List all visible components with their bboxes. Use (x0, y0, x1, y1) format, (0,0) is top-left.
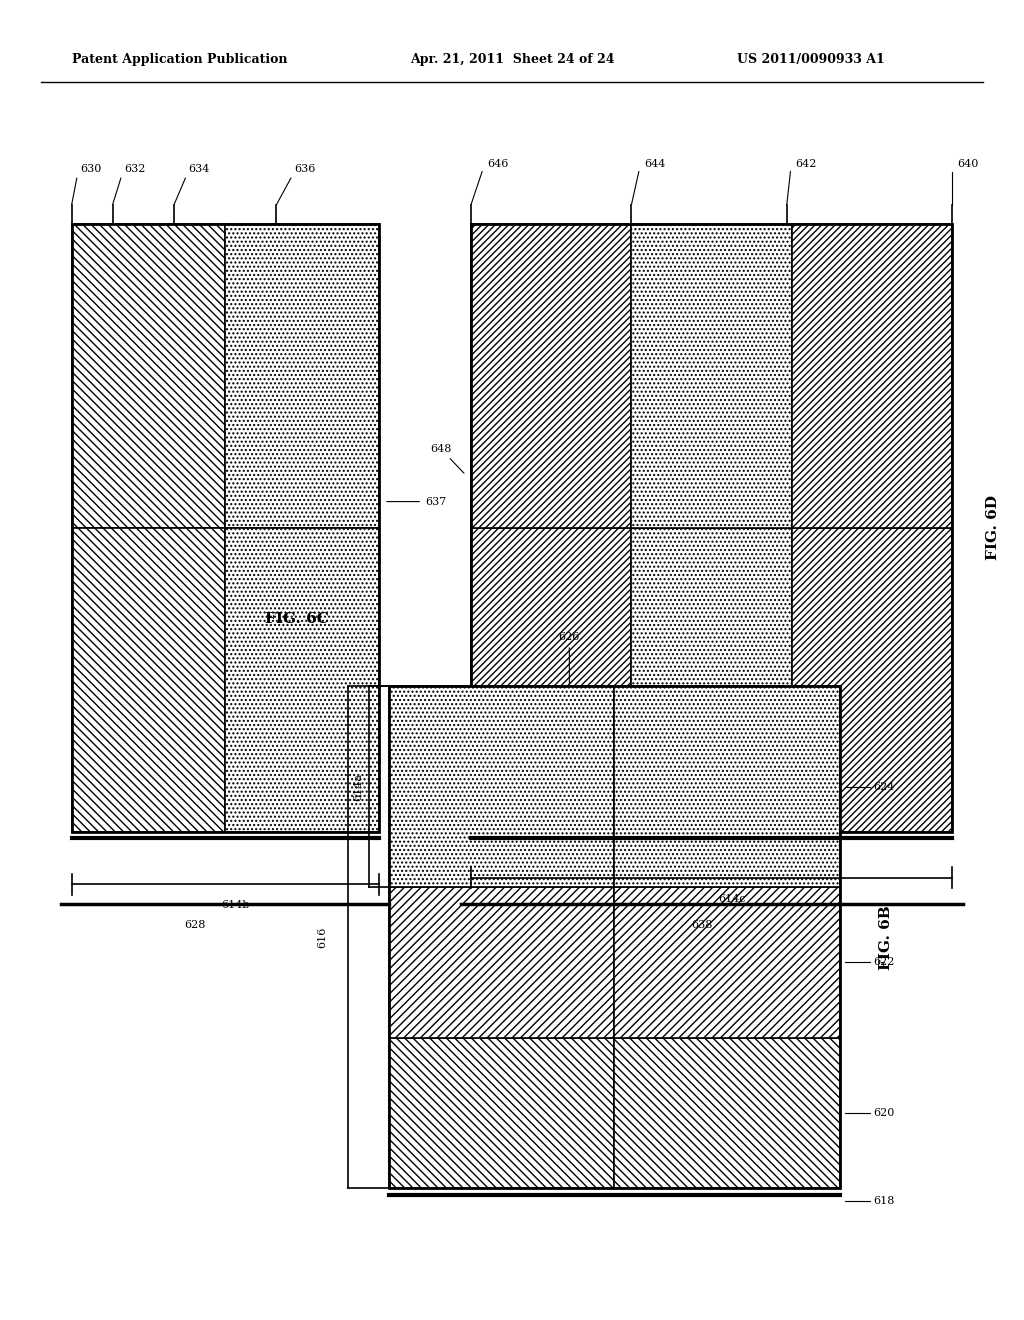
Text: 622: 622 (873, 957, 895, 968)
Text: 642: 642 (796, 158, 817, 169)
Text: Apr. 21, 2011  Sheet 24 of 24: Apr. 21, 2011 Sheet 24 of 24 (410, 53, 614, 66)
Text: US 2011/0090933 A1: US 2011/0090933 A1 (737, 53, 885, 66)
Text: 616: 616 (317, 927, 328, 948)
Text: 626: 626 (559, 632, 580, 684)
Bar (471, 528, 632, 832)
Text: Patent Application Publication: Patent Application Publication (72, 53, 287, 66)
Text: 634: 634 (188, 164, 210, 174)
Text: 632: 632 (124, 164, 145, 174)
Bar (225, 224, 379, 528)
Text: 640: 640 (957, 158, 979, 169)
Text: 644: 644 (644, 158, 666, 169)
Text: 618: 618 (873, 1196, 895, 1206)
Bar (614, 686, 840, 887)
Text: 648: 648 (430, 444, 464, 473)
Bar (389, 1038, 614, 1188)
Bar (632, 528, 792, 832)
Text: 614a: 614a (353, 772, 364, 801)
Text: 646: 646 (487, 158, 509, 169)
Bar (389, 686, 840, 1188)
Text: FIG. 6D: FIG. 6D (986, 495, 1000, 561)
Text: FIG. 6C: FIG. 6C (265, 612, 329, 626)
Bar (792, 224, 952, 528)
Bar (389, 887, 614, 1038)
Bar (632, 224, 792, 528)
Bar (471, 224, 952, 832)
Text: 628: 628 (184, 920, 205, 931)
Bar (389, 686, 614, 887)
Text: FIG. 6B: FIG. 6B (879, 904, 893, 970)
Text: 624: 624 (873, 781, 895, 792)
Text: 614b: 614b (221, 900, 250, 911)
Bar (72, 528, 225, 832)
Bar (471, 224, 632, 528)
Bar (614, 887, 840, 1038)
Bar (792, 528, 952, 832)
Bar (225, 528, 379, 832)
Text: 637: 637 (387, 496, 446, 507)
Bar (72, 224, 379, 832)
Bar (614, 1038, 840, 1188)
Text: 620: 620 (873, 1107, 895, 1118)
Text: 614c: 614c (719, 894, 745, 904)
Bar (72, 224, 225, 528)
Text: 636: 636 (294, 164, 315, 174)
Text: 630: 630 (80, 164, 101, 174)
Text: 638: 638 (691, 920, 712, 931)
